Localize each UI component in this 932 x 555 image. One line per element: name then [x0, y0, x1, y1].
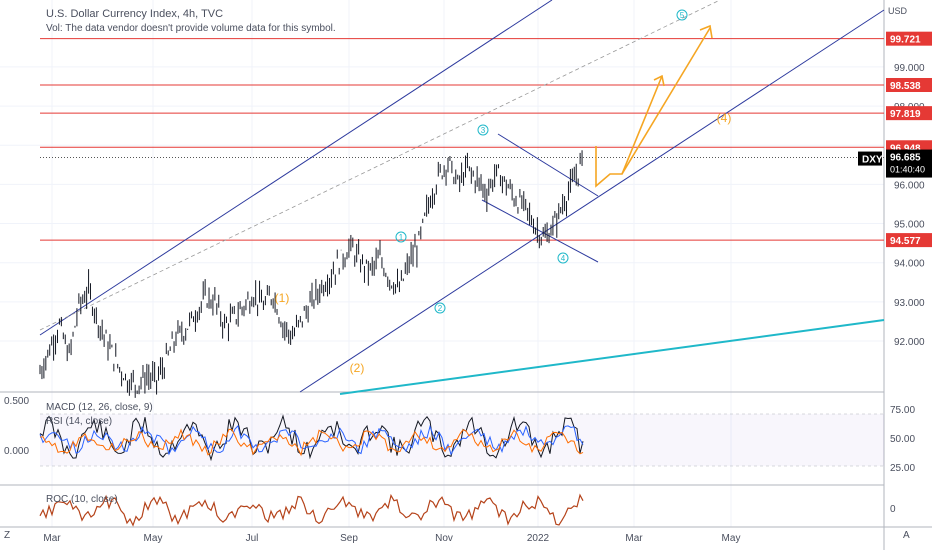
time-axis-tick: May: [722, 533, 741, 544]
trend-drawings: [39, 0, 885, 395]
price-level-label: 97.819: [890, 109, 921, 120]
countdown-timer: 01:40:40: [890, 165, 925, 175]
price-axis-tick: 99.000: [894, 63, 925, 74]
time-axis-tick: 2022: [527, 533, 550, 544]
time-axis[interactable]: Mar May Jul Sep Nov 2022 Mar May: [43, 533, 740, 544]
volume-note: Vol: The data vendor doesn't provide vol…: [46, 23, 336, 34]
price-axis-tick: 93.000: [894, 298, 925, 309]
ticker-label: DXY: [862, 155, 883, 166]
price-candles: [39, 150, 583, 398]
wave-circle-marker: [434, 302, 446, 314]
price-level-tag: [886, 31, 932, 46]
wave-labels: (1) (2) (4) 1 2 3 4 5: [275, 9, 732, 375]
wedge-upper-line: [497, 133, 599, 197]
projection-path-b: [621, 27, 711, 175]
time-axis-tick: Nov: [435, 533, 453, 544]
indicator-lines: [39, 413, 884, 527]
last-price-value: 96.685: [890, 153, 921, 164]
projection-arrowhead-a: [653, 74, 665, 87]
wave-label: (2): [350, 361, 365, 375]
chart-grid: [0, 0, 884, 527]
price-axis-tick: 94.000: [894, 259, 925, 270]
rsi-axis-tick: 75.00: [890, 405, 915, 416]
time-axis-tick: Mar: [625, 533, 643, 544]
wave-circle-label: 2: [438, 304, 443, 313]
price-level-label: 99.721: [890, 35, 921, 46]
signal-line: [39, 428, 584, 457]
price-level-label: 94.577: [890, 236, 921, 247]
wave-circle-marker: [676, 9, 688, 21]
horizontal-levels: [40, 38, 884, 241]
price-level-label: 96.948: [890, 143, 921, 154]
wave-circle-marker: [477, 124, 489, 136]
price-level-tag: [886, 106, 932, 121]
macd-legend[interactable]: MACD (12, 26, close, 9): [46, 402, 153, 413]
wave-circle-label: 1: [399, 233, 404, 242]
wave-circle-label: 4: [561, 254, 566, 263]
price-level-label: 98.538: [890, 81, 921, 92]
chart-title: U.S. Dollar Currency Index, 4h, TVC: [46, 8, 224, 20]
wedge-lower-line: [481, 199, 599, 263]
time-axis-tick: May: [144, 533, 163, 544]
lower-channel-line: [299, 9, 885, 393]
price-level-tag: [886, 77, 932, 92]
macd-axis-tick: 0.500: [4, 396, 29, 407]
time-axis-tick: Sep: [340, 533, 358, 544]
rsi-axis-tick: 50.00: [890, 434, 915, 445]
price-axis-tick: 92.000: [894, 337, 925, 348]
auto-scale-button[interactable]: A: [903, 530, 910, 541]
projection-arrowhead-b: [699, 24, 713, 39]
rsi-legend[interactable]: RSI (14, close): [46, 416, 113, 427]
time-axis-tick: Jul: [246, 533, 259, 544]
price-level-tag: [886, 233, 932, 248]
ticker-tag: [858, 151, 882, 166]
wave-label: (4): [717, 111, 732, 125]
wave-circle-label: 5: [680, 11, 685, 20]
last-price-tag: [886, 149, 932, 178]
time-axis-tick: Mar: [43, 533, 61, 544]
wave-label: (1): [275, 291, 290, 305]
macd-axis-tick: 0.000: [4, 446, 29, 457]
price-axis-tick: 95.000: [894, 220, 925, 231]
roc-line: [39, 493, 584, 527]
long-term-trendline: [339, 319, 885, 395]
upper-channel-line: [39, 0, 553, 336]
roc-legend[interactable]: ROC (10, close): [46, 494, 118, 505]
roc-axis-tick: 0: [890, 504, 896, 515]
rsi-axis-tick: 25.00: [890, 463, 915, 474]
wave-circle-marker: [557, 252, 569, 264]
timezone-button[interactable]: Z: [4, 530, 11, 541]
projection-path-a: [595, 75, 663, 188]
price-tags: 99.721 98.538 97.819 96.948 94.577 96.68501:4…: [858, 31, 932, 248]
wave-circle-label: 3: [481, 126, 486, 135]
price-axis-tick: 96.000: [894, 180, 925, 191]
currency-label: USD: [888, 6, 908, 16]
wave-circle-marker: [395, 231, 407, 243]
